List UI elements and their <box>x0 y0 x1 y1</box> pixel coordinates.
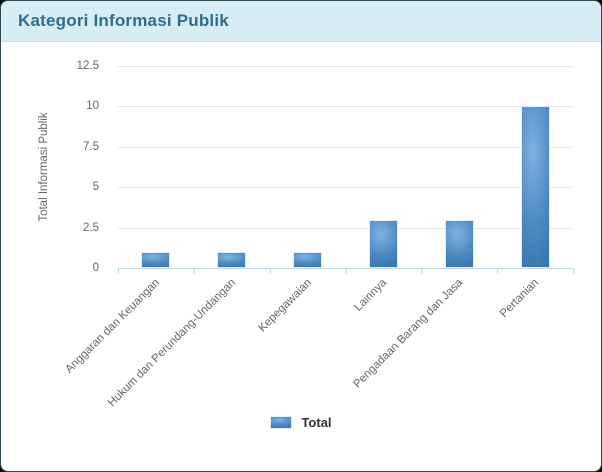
y-tick-label: 10 <box>86 100 99 113</box>
bar-kepegawaian[interactable] <box>293 251 323 268</box>
bar-anggaran-dan-keuangan[interactable] <box>141 251 171 268</box>
page-title: Kategori Informasi Publik <box>18 11 229 30</box>
y-gridline <box>118 66 574 67</box>
x-axis-tick <box>193 269 195 274</box>
legend-item-total[interactable]: Total <box>270 415 332 430</box>
x-axis-tick <box>421 269 423 274</box>
x-axis-tick <box>573 269 574 274</box>
bar-pertanian[interactable] <box>520 106 550 268</box>
legend-label-total: Total <box>301 415 332 430</box>
x-axis-tick <box>345 269 347 274</box>
bar-hukum-dan-perundang-undangan[interactable] <box>217 251 247 268</box>
y-tick-label: 0 <box>92 262 99 274</box>
x-axis-line <box>118 268 574 269</box>
y-tick-label: 5 <box>92 181 99 194</box>
x-axis-tick <box>118 269 119 274</box>
bar-lainnya[interactable] <box>368 219 398 268</box>
y-gridline <box>118 227 574 229</box>
y-gridline <box>118 187 574 189</box>
y-axis-title: Total Informasi Publik <box>38 112 50 222</box>
card-header: Kategori Informasi Publik <box>1 1 601 42</box>
bar-pengadaan-barang-dan-jasa[interactable] <box>444 219 474 268</box>
y-gridline <box>118 146 574 148</box>
chart-legend: Total <box>1 415 601 430</box>
y-tick-label: 2.5 <box>83 221 99 234</box>
y-tick-label: 12.5 <box>76 60 99 72</box>
x-axis-tick <box>497 269 499 274</box>
y-tick-label: 7.5 <box>83 140 99 153</box>
x-axis-tick <box>269 269 271 274</box>
y-gridline <box>118 106 574 108</box>
legend-swatch-total <box>270 416 293 429</box>
